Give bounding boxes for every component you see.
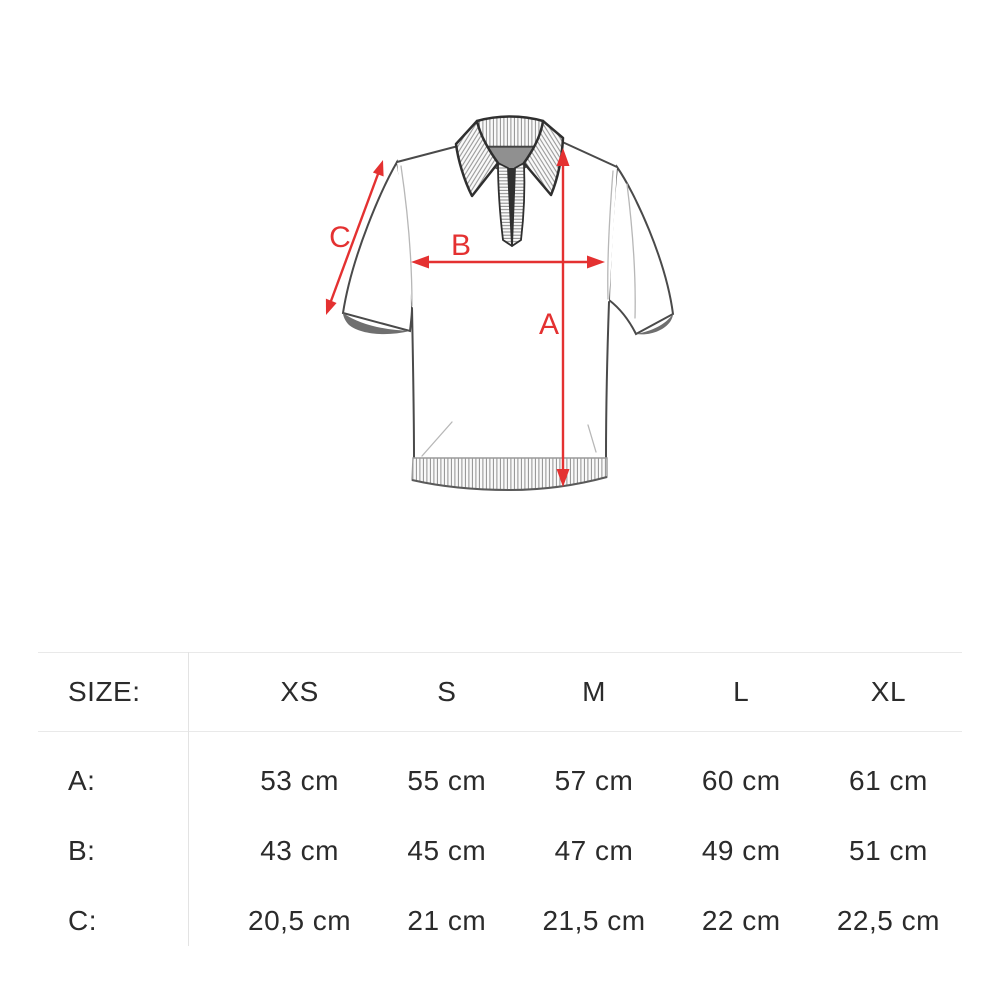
size-col-m: M	[582, 676, 606, 707]
size-col-xs: XS	[280, 676, 319, 707]
collar-right-flap	[522, 119, 565, 197]
value-c-xs: 20,5 cm	[248, 905, 352, 936]
measurement-arrow-a: A	[539, 148, 570, 487]
measurement-arrow-c: C	[325, 160, 384, 315]
size-header-row: SIZE: XS S M L XL	[38, 652, 962, 732]
row-label-c: C:	[68, 905, 97, 936]
size-header-label: SIZE:	[68, 676, 141, 707]
value-a-s: 55 cm	[407, 765, 487, 796]
row-label-b: B:	[68, 835, 96, 866]
measurement-arrow-b: B	[411, 229, 605, 269]
value-b-l: 49 cm	[701, 835, 781, 866]
value-c-m: 21,5 cm	[542, 905, 646, 936]
value-c-l: 22 cm	[701, 905, 781, 936]
value-b-xl: 51 cm	[849, 835, 928, 866]
value-a-l: 60 cm	[701, 765, 781, 796]
value-a-xs: 53 cm	[260, 765, 339, 796]
polo-shirt-diagram: A B C	[300, 100, 700, 520]
collar-left-flap	[454, 119, 500, 198]
table-column-divider	[188, 652, 189, 946]
size-table-body: A: 53 cm 55 cm 57 cm 60 cm 61 cm B: 43 c…	[38, 732, 962, 956]
table-row-a: A: 53 cm 55 cm 57 cm 60 cm 61 cm	[38, 746, 962, 816]
value-b-s: 45 cm	[407, 835, 487, 866]
right-sleeve	[607, 164, 675, 336]
value-b-m: 47 cm	[554, 835, 634, 866]
size-col-s: S	[437, 676, 457, 707]
placket	[497, 162, 526, 247]
size-col-xl: XL	[870, 676, 907, 707]
arrow-label-b: B	[451, 229, 471, 262]
size-table: SIZE: XS S M L XL A: 53 cm 55 cm 57 cm 6…	[38, 652, 962, 956]
value-c-xl: 22,5 cm	[836, 905, 940, 936]
table-row-b: B: 43 cm 45 cm 47 cm 49 cm 51 cm	[38, 816, 962, 886]
shirt-hem	[411, 457, 608, 492]
value-b-xs: 43 cm	[260, 835, 339, 866]
value-a-m: 57 cm	[554, 765, 634, 796]
collar-stand	[475, 115, 545, 149]
value-c-s: 21 cm	[407, 905, 487, 936]
value-a-xl: 61 cm	[849, 765, 928, 796]
polo-shirt-drawing: A B C	[325, 115, 675, 492]
seam-lines	[400, 165, 636, 457]
right-cuff-shadow	[636, 314, 673, 335]
left-cuff-shadow	[343, 313, 410, 335]
arrow-label-a: A	[539, 308, 559, 341]
table-row-c: C: 20,5 cm 21 cm 21,5 cm 22 cm 22,5 cm	[38, 886, 962, 956]
arrow-label-c: C	[329, 221, 351, 254]
size-col-l: L	[733, 676, 750, 707]
row-label-a: A:	[68, 765, 96, 796]
